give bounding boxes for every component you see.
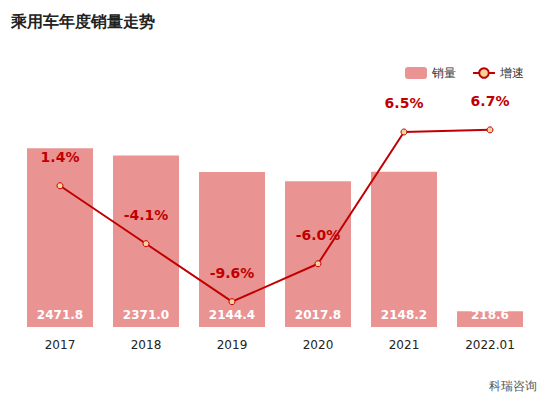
svg-text:6.5%: 6.5% xyxy=(385,95,424,111)
svg-text:2371.0: 2371.0 xyxy=(123,308,169,322)
svg-text:增速: 增速 xyxy=(499,66,524,80)
svg-text:2017.8: 2017.8 xyxy=(295,308,341,322)
svg-text:乘用车年度销量走势: 乘用车年度销量走势 xyxy=(10,12,155,31)
svg-text:-4.1%: -4.1% xyxy=(124,207,169,223)
svg-text:科瑞咨询: 科瑞咨询 xyxy=(489,379,537,393)
svg-text:2022.01: 2022.01 xyxy=(465,338,515,352)
svg-text:2021: 2021 xyxy=(389,338,420,352)
svg-text:2017: 2017 xyxy=(45,338,76,352)
svg-text:2020: 2020 xyxy=(303,338,334,352)
svg-text:6.7%: 6.7% xyxy=(471,93,510,109)
svg-text:218.6: 218.6 xyxy=(471,308,509,322)
svg-text:1.4%: 1.4% xyxy=(41,149,80,165)
svg-text:2144.4: 2144.4 xyxy=(209,308,255,322)
svg-text:销量: 销量 xyxy=(431,66,456,80)
svg-text:2019: 2019 xyxy=(217,338,248,352)
svg-text:-6.0%: -6.0% xyxy=(296,227,341,243)
svg-text:2148.2: 2148.2 xyxy=(381,308,427,322)
svg-text:2471.8: 2471.8 xyxy=(37,308,83,322)
svg-text:2018: 2018 xyxy=(131,338,162,352)
svg-text:-9.6%: -9.6% xyxy=(210,265,255,281)
